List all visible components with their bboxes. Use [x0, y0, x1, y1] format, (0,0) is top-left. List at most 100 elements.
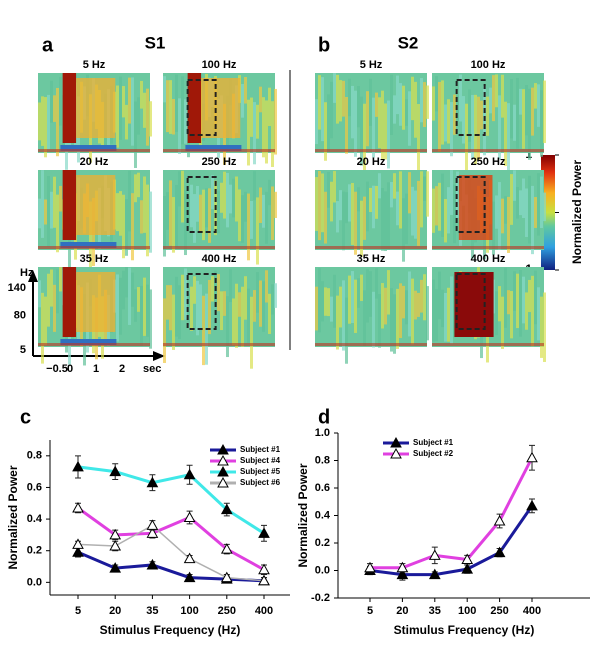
spectrogram-stripe — [339, 80, 342, 122]
spectrogram-stripe — [220, 291, 223, 331]
spectrogram-stripe — [89, 201, 92, 274]
panel-letter: c — [20, 406, 31, 428]
series-line — [369, 505, 534, 577]
bottom-band — [163, 149, 275, 152]
x-axis-label: Stimulus Frequency (Hz) — [100, 623, 241, 637]
spectrogram-stripe — [134, 174, 137, 203]
spectrogram-stripe — [393, 95, 396, 124]
spectrogram-stripe — [402, 285, 405, 319]
spectrogram-stripe — [226, 172, 229, 228]
spectrogram-stripe — [354, 191, 357, 255]
spectrogram-stripe — [531, 275, 534, 347]
spectrogram-stripe — [378, 173, 381, 199]
spectrogram-stripe — [417, 292, 420, 317]
spectrogram-stripe — [318, 171, 321, 241]
y-tick-label: 0.8 — [315, 454, 330, 466]
spectrogram — [163, 170, 277, 265]
marker — [183, 468, 196, 480]
spectrogram-stripe — [149, 289, 152, 349]
spectrogram-stripe — [56, 194, 59, 253]
marker — [72, 538, 84, 549]
spectrogram-stripe — [175, 276, 178, 337]
spectrogram-stripe — [181, 76, 184, 145]
marker — [146, 519, 159, 530]
spec-x-tick-label: 1 — [93, 363, 99, 375]
series-line — [77, 465, 265, 535]
spectrogram-stripe — [435, 186, 438, 226]
marker — [146, 558, 159, 570]
spectrogram-stripe — [166, 192, 169, 230]
spectrogram-stripe — [235, 176, 238, 222]
spectrogram-stripe — [190, 184, 193, 228]
legend-label: Subject #2 — [413, 449, 454, 458]
marker — [146, 476, 159, 488]
legend-marker — [390, 436, 402, 448]
spectrogram-stripe — [131, 77, 134, 146]
y-tick-label: 0.2 — [27, 545, 42, 557]
spectrogram-stripe — [53, 176, 56, 228]
y-axis-label: Normalized Power — [6, 465, 20, 569]
spectrogram-stripe — [327, 171, 330, 208]
spectrogram-stripe — [116, 274, 119, 342]
spectrogram — [315, 170, 429, 262]
spectrogram-stripe — [399, 171, 402, 229]
spectrogram-stripe — [390, 181, 393, 208]
spectrogram-stripe — [384, 191, 387, 252]
spectrogram-stripe — [125, 199, 128, 256]
spectrogram-stripe — [333, 274, 336, 328]
spectrogram-stripe — [432, 279, 435, 342]
spectrogram-stripe — [321, 77, 324, 142]
bottom-band — [432, 343, 544, 346]
response-band — [76, 78, 116, 138]
spectrogram-stripe — [196, 185, 199, 222]
spectrogram-stripe — [56, 87, 59, 157]
spectrogram-stripe — [196, 280, 199, 336]
bottom-band — [163, 246, 275, 249]
spectrogram-stripe — [510, 174, 513, 225]
condition-label: 5 Hz — [360, 59, 383, 71]
marker — [428, 568, 441, 580]
spectrogram-stripe — [41, 292, 44, 364]
spectrogram-stripe — [492, 75, 495, 122]
spectrogram-stripe — [357, 86, 360, 128]
spectrogram-stripe — [193, 276, 196, 304]
spectrogram-stripe — [510, 291, 513, 339]
low-band — [60, 339, 117, 345]
spectrogram-stripe — [525, 188, 528, 237]
spectrogram-stripe — [444, 292, 447, 342]
spectrogram-stripe — [241, 84, 244, 118]
spectrogram-stripe — [265, 191, 268, 244]
spectrogram-stripe — [543, 292, 546, 362]
spectrogram-stripe — [50, 269, 53, 307]
spectrogram — [38, 267, 152, 366]
spectrogram-stripe — [543, 192, 546, 222]
legend-marker — [217, 443, 229, 455]
spectrogram-stripe — [363, 103, 366, 173]
spectrogram-stripe — [324, 287, 327, 316]
spectrogram-stripe — [223, 171, 226, 219]
spectrogram-stripe — [495, 291, 498, 336]
spectrogram-stripe — [420, 279, 423, 313]
spectrogram-stripe — [369, 187, 372, 213]
spectrogram-stripe — [360, 274, 363, 301]
spectrogram-stripe — [450, 276, 453, 344]
spectrogram-stripe — [59, 267, 62, 292]
spectrogram-stripe — [372, 97, 375, 158]
series-line — [77, 506, 265, 572]
spectrogram-stripe — [471, 94, 474, 159]
spectrogram-stripe — [38, 280, 41, 308]
legend-label: Subject #4 — [240, 456, 281, 465]
spectrogram-stripe — [324, 102, 327, 161]
spectrogram-stripe — [459, 74, 462, 122]
spectrogram-stripe — [53, 284, 56, 332]
marker — [526, 451, 538, 463]
spectrogram-stripe — [140, 285, 143, 346]
spectrogram-stripe — [143, 92, 146, 128]
spectrogram-stripe — [163, 196, 166, 257]
spectrogram-stripe — [271, 186, 274, 240]
spectrogram-stripe — [540, 90, 543, 157]
spectrogram-stripe — [241, 286, 244, 347]
spectrogram-stripe — [447, 99, 450, 144]
spectrogram-stripe — [247, 288, 250, 343]
condition-label: 5 Hz — [83, 59, 106, 71]
